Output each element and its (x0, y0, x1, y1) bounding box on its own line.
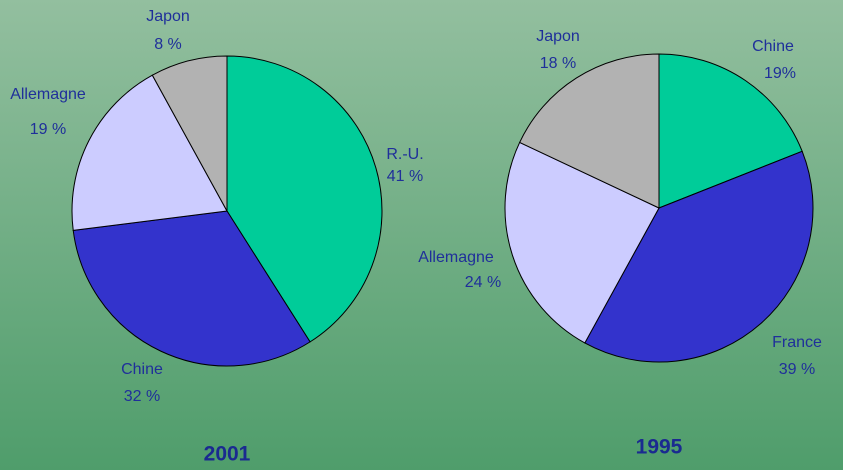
slice-label-value: 18 % (540, 55, 576, 72)
pie-slice (518, 53, 660, 209)
pie-slice (584, 150, 814, 363)
slice-label-name: Japon (536, 28, 580, 45)
pie-slice (658, 53, 803, 209)
slice-label-value: 32 % (124, 388, 160, 405)
pie-slice (72, 210, 311, 367)
chart-title: 1995 (636, 436, 683, 459)
pie-slice (226, 55, 383, 343)
slice-label-value: 8 % (154, 36, 182, 53)
chart-title: 2001 (204, 443, 251, 466)
pie-slice (71, 74, 228, 231)
slice-label-value: 19% (764, 65, 796, 82)
slice-label-value: 39 % (779, 361, 815, 378)
slice-label-value: 41 % (387, 168, 423, 185)
slice-label-name: Chine (752, 38, 794, 55)
slice-label-name: Japon (146, 8, 190, 25)
pie-slice (151, 55, 228, 212)
slice-label-name: Chine (121, 361, 163, 378)
slice-label-value: 24 % (465, 274, 501, 291)
slice-label-name: R.-U. (386, 146, 423, 163)
slice-label-value: 19 % (30, 121, 66, 138)
slice-label-name: France (772, 334, 822, 351)
pie-slice (504, 141, 660, 344)
slice-label-name: Allemagne (10, 86, 86, 103)
slice-label-name: Allemagne (418, 249, 494, 266)
